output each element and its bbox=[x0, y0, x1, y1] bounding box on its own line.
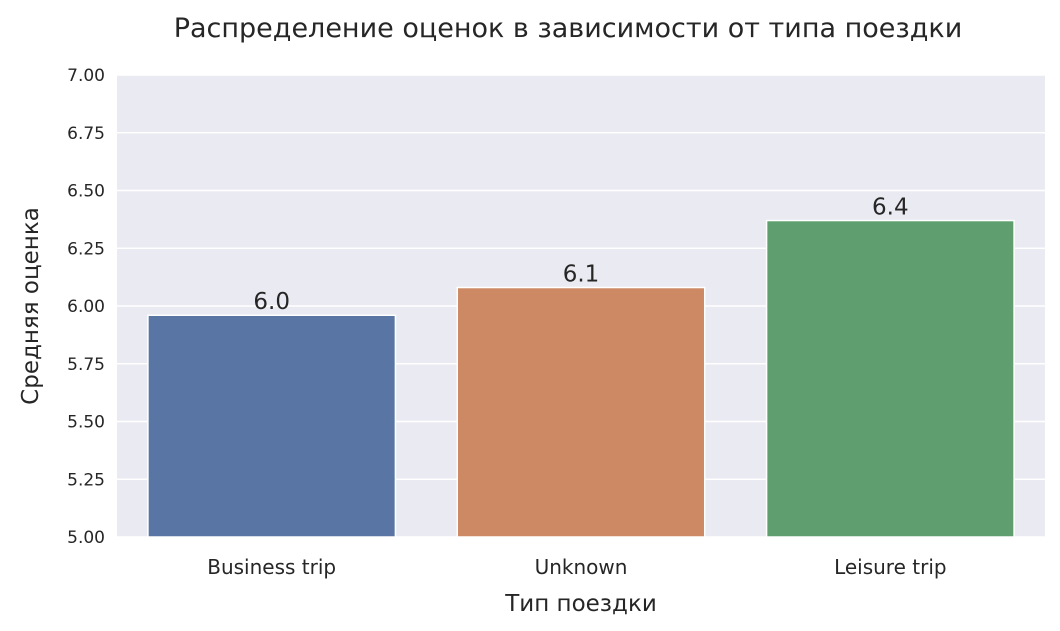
y-tick-label: 5.25 bbox=[67, 470, 105, 490]
bar-value-label: 6.1 bbox=[563, 262, 600, 288]
x-axis-ticks: Business trip Unknown Leisure trip bbox=[207, 555, 946, 579]
bar bbox=[456, 286, 706, 538]
bar bbox=[147, 314, 397, 538]
bar bbox=[765, 219, 1015, 538]
x-tick-label: Leisure trip bbox=[834, 555, 947, 579]
bar-value-label: 6.0 bbox=[253, 289, 290, 315]
y-tick-label: 6.75 bbox=[67, 124, 105, 144]
y-tick-label: 7.00 bbox=[67, 66, 105, 86]
y-tick-label: 6.00 bbox=[67, 297, 105, 317]
x-axis-label: Тип поездки bbox=[504, 591, 657, 617]
y-tick-label: 6.50 bbox=[67, 182, 105, 202]
x-tick-label: Unknown bbox=[535, 555, 628, 579]
y-tick-label: 5.50 bbox=[67, 413, 105, 433]
bars bbox=[147, 219, 1015, 538]
y-axis-label: Средняя оценка bbox=[18, 207, 44, 405]
bar-value-label: 6.4 bbox=[872, 195, 909, 221]
data-labels: 6.0 6.1 6.4 bbox=[253, 195, 908, 316]
x-tick-label: Business trip bbox=[207, 555, 336, 579]
y-axis-ticks: 5.00 5.25 5.50 5.75 6.00 6.25 6.50 6.75 7.00 bbox=[67, 66, 105, 548]
y-tick-label: 5.00 bbox=[67, 528, 105, 548]
y-tick-label: 6.25 bbox=[67, 239, 105, 259]
y-tick-label: 5.75 bbox=[67, 355, 105, 375]
chart-title: Распределение оценок в зависимости от ти… bbox=[174, 13, 963, 44]
